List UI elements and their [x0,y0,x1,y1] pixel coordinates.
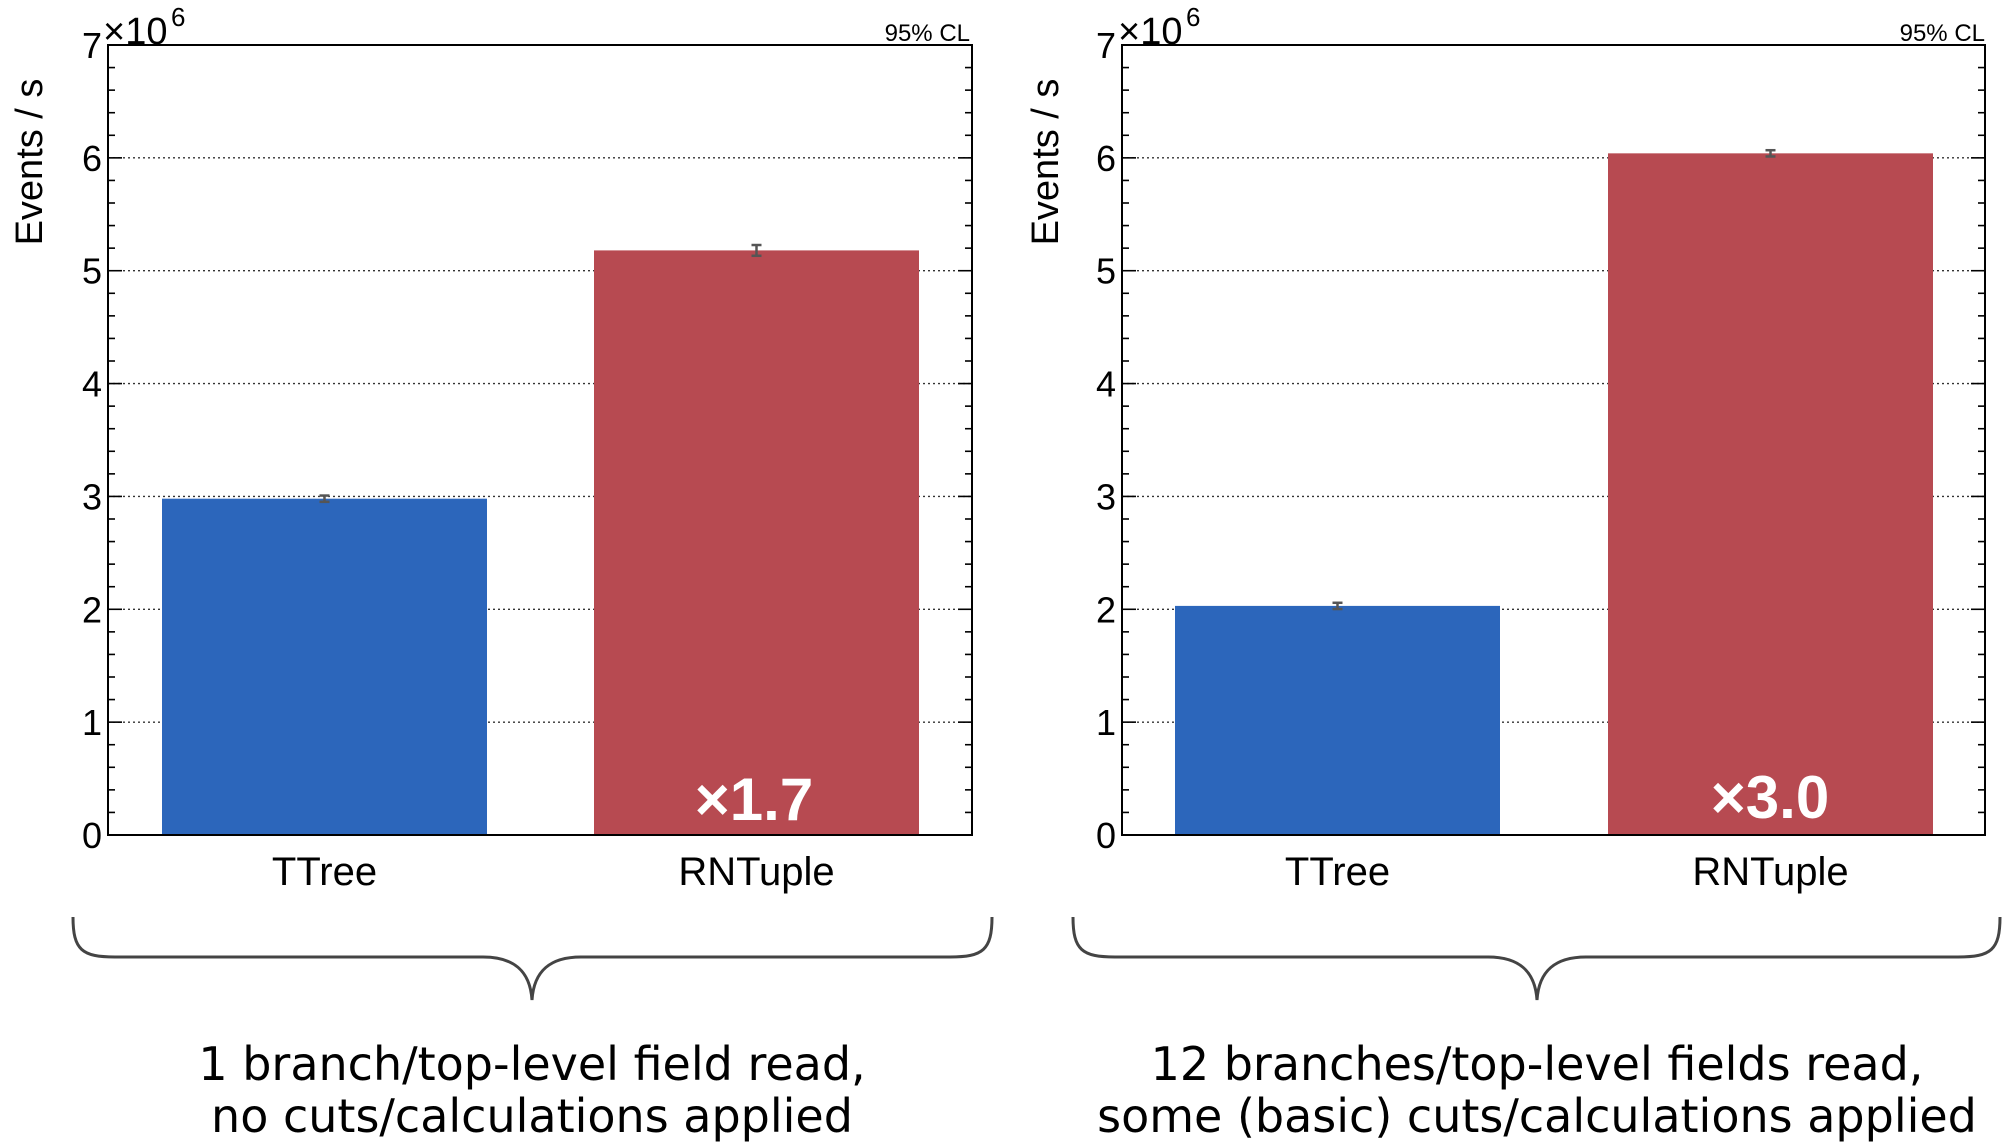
plot-area-1: 0 1 2 3 4 5 6 7 TTree RNTuple [82,25,973,894]
x-tick-label-ttree: TTree [1285,850,1390,894]
error-bar-ttree [1332,601,1343,611]
chart-panel-2: Events / s ×10 6 95% CL 0 1 2 3 4 5 6 7 TTree RNT… [1025,2,2002,1143]
plot-frame [107,44,973,836]
caption-line-1b: no cuts/calculations applied [211,1089,853,1143]
y-tick-label: 7 [1096,25,1116,66]
y-tick-label: 5 [82,251,102,292]
speedup-label-2: ×3.0 [1711,764,1829,831]
caption-line-1a: 1 branch/top-level field read, [198,1037,865,1091]
y-tick-label: 2 [1096,589,1116,630]
y-tick-label: 7 [82,25,102,66]
curly-brace-2 [1071,916,2002,1001]
y-tick-label: 0 [1096,815,1116,856]
y-axis-label-2: Events / s [1025,79,1067,246]
curly-brace-1 [71,916,994,1001]
x-tick-label-rntuple: RNTuple [678,850,834,894]
multiplier-exponent-2: 6 [1186,2,1200,32]
speedup-label-1: ×1.7 [695,766,813,833]
plot-area-2: 0 1 2 3 4 5 6 7 TTree RNTuple [1096,25,1986,894]
bar-rntuple [594,250,919,835]
y-tick-label: 6 [82,138,102,179]
y-tick-label: 1 [82,702,102,743]
caption-line-2a: 12 branches/top-level fields read, [1151,1037,1924,1091]
y-tick-label: 1 [1096,702,1116,743]
multiplier-exponent-1: 6 [171,2,185,32]
error-bar-rntuple [1765,148,1776,158]
multiplier-base-1: ×10 [103,11,167,53]
caption-line-2b: some (basic) cuts/calculations applied [1097,1089,1977,1143]
y-tick-label: 3 [82,476,102,517]
bar-ttree [162,498,487,835]
error-bar-ttree [319,494,330,504]
confidence-level-label-2: 95% CL [1900,20,1985,47]
y-tick-label: 0 [82,815,102,856]
x-tick-label-ttree: TTree [272,850,377,894]
y-tick-label: 4 [82,364,102,405]
y-tick-label: 6 [1096,138,1116,179]
bar-rntuple [1608,153,1933,836]
y-tick-label: 3 [1096,476,1116,517]
error-bar-rntuple [751,243,762,258]
y-tick-label: 4 [1096,364,1116,405]
confidence-level-label-1: 95% CL [885,20,970,47]
plot-frame [1121,44,1986,836]
multiplier-base-2: ×10 [1118,11,1182,53]
y-axis-label-1: Events / s [9,79,51,246]
y-tick-label: 5 [1096,251,1116,292]
chart-panel-1: Events / s ×10 6 95% CL 0 1 2 3 4 5 6 7 TTree RNT… [9,2,994,1143]
bar-ttree [1175,605,1500,835]
x-tick-label-rntuple: RNTuple [1692,850,1848,894]
y-tick-label: 2 [82,589,102,630]
